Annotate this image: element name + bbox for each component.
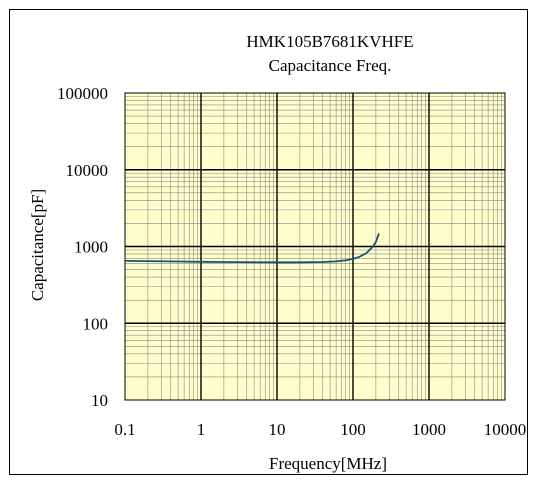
x-tick-label: 0.1 [114, 420, 135, 439]
y-tick-label: 1000 [74, 238, 108, 257]
plot-border [124, 92, 506, 401]
x-tick-labels: 0.1 1 10 100 1000 10000 [114, 420, 526, 439]
chart-subtitle: Capacitance Freq. [269, 56, 392, 75]
x-axis-label: Frequency[MHz] [269, 454, 387, 473]
capacitance-series-line [124, 233, 380, 264]
y-tick-label: 10 [91, 391, 108, 410]
y-tick-label: 100000 [57, 84, 108, 103]
major-gridlines [125, 93, 505, 400]
chart-title: HMK105B7681KVHFE [246, 32, 413, 51]
x-tick-label: 10000 [484, 420, 527, 439]
y-tick-labels: 10 100 1000 10000 100000 [57, 84, 108, 410]
x-tick-label: 1 [197, 420, 206, 439]
y-axis-label: Capacitance[pF] [28, 189, 47, 301]
x-tick-label: 100 [340, 420, 366, 439]
x-tick-label: 10 [269, 420, 286, 439]
x-tick-label: 1000 [412, 420, 446, 439]
series-layer [124, 233, 380, 264]
y-tick-label: 100 [83, 314, 109, 333]
y-tick-label: 10000 [66, 161, 109, 180]
